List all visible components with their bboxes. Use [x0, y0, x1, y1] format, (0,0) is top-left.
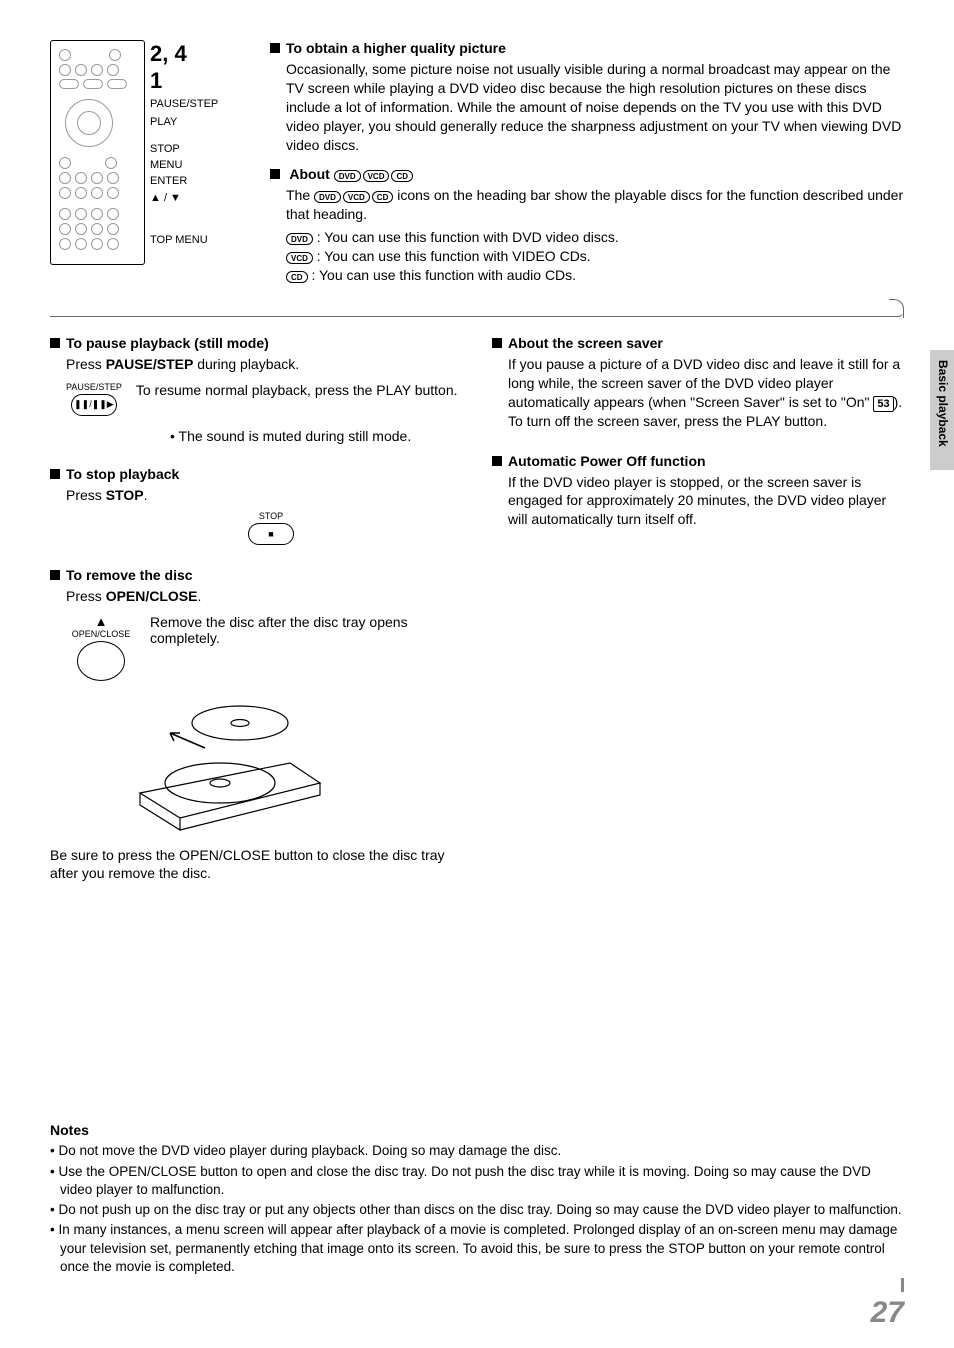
label-updown: ▲ / ▼ [150, 191, 218, 205]
dvd-line: DVD : You can use this function with DVD… [286, 228, 904, 247]
stop-btn-label: STOP [80, 511, 462, 521]
stop-block: To stop playback Press STOP. STOP ■ [50, 466, 462, 545]
remote-outline [50, 40, 145, 265]
notes-section: Notes • Do not move the DVD video player… [50, 1122, 904, 1278]
openclose-btn-circle [77, 641, 125, 681]
note-item: • Use the OPEN/CLOSE button to open and … [50, 1163, 904, 1199]
about-line1a: The [286, 187, 314, 203]
stop-instruction: Press STOP. [66, 486, 462, 505]
eject-symbol: ▲ [66, 614, 136, 629]
disc-icons-heading: DVD VCD CD [334, 170, 413, 182]
stop-btn-oval: ■ [248, 523, 294, 545]
vcd-icon: VCD [363, 170, 390, 182]
about-body: The DVD VCD CD icons on the heading bar … [286, 186, 904, 224]
remote-label-callouts: 2, 4 1 PAUSE/STEP PLAY STOP MENU ENTER ▲… [150, 40, 218, 247]
remove-btn-row: ▲ OPEN/CLOSE Remove the disc after the d… [66, 614, 462, 683]
left-column: To pause playback (still mode) Press PAU… [50, 335, 462, 905]
side-tab-label: Basic playback [936, 360, 950, 447]
label-pausestep: PAUSE/STEP [150, 97, 218, 111]
poweroff-block: Automatic Power Off function If the DVD … [492, 453, 904, 530]
pause-btn-label: PAUSE/STEP [66, 382, 122, 392]
about-prefix: About [289, 166, 333, 182]
cd-icon: CD [391, 170, 413, 182]
heading-about-discs: About DVD VCD CD [270, 166, 904, 182]
remote-diagram: 2, 4 1 PAUSE/STEP PLAY STOP MENU ENTER ▲… [50, 40, 250, 285]
remove-block: To remove the disc Press OPEN/CLOSE. ▲ O… [50, 567, 462, 884]
right-column: About the screen saver If you pause a pi… [492, 335, 904, 905]
dvd-icon: DVD [314, 191, 341, 203]
manual-page: 2, 4 1 PAUSE/STEP PLAY STOP MENU ENTER ▲… [0, 0, 954, 1348]
vcd-icon: VCD [343, 191, 370, 203]
cd-icon: CD [286, 271, 308, 283]
cd-icon: CD [372, 191, 394, 203]
top-section: 2, 4 1 PAUSE/STEP PLAY STOP MENU ENTER ▲… [50, 40, 904, 285]
two-column-body: To pause playback (still mode) Press PAU… [50, 335, 904, 905]
heading-pause: To pause playback (still mode) [50, 335, 462, 351]
pause-block: To pause playback (still mode) Press PAU… [50, 335, 462, 444]
screensaver-block: About the screen saver If you pause a pi… [492, 335, 904, 431]
poweroff-body: If the DVD video player is stopped, or t… [508, 473, 904, 530]
top-text-column: To obtain a higher quality picture Occas… [270, 40, 904, 285]
pause-bullet: • The sound is muted during still mode. [170, 428, 462, 444]
note-item: • In many instances, a menu screen will … [50, 1221, 904, 1276]
pause-instruction: Press PAUSE/STEP during playback. [66, 355, 462, 374]
heading-screensaver: About the screen saver [492, 335, 904, 351]
disc-icons-inline: DVD VCD CD [314, 191, 393, 203]
disc-tray-diagram [110, 693, 462, 836]
remove-after-text: Be sure to press the OPEN/CLOSE button t… [50, 846, 462, 884]
callout-1: 1 [150, 67, 218, 96]
label-play: PLAY [150, 115, 218, 129]
label-stop: STOP [150, 142, 218, 156]
heading-poweroff: Automatic Power Off function [492, 453, 904, 469]
section-divider [50, 305, 904, 317]
remove-instruction: Press OPEN/CLOSE. [66, 587, 462, 606]
dvd-icon: DVD [286, 233, 313, 245]
pause-btn-row: PAUSE/STEP ❚❚/❚❚▶ To resume normal playb… [66, 382, 462, 418]
label-topmenu: TOP MENU [150, 233, 218, 247]
heading-remove: To remove the disc [50, 567, 462, 583]
note-item: • Do not push up on the disc tray or put… [50, 1201, 904, 1219]
cd-line: CD : You can use this function with audi… [286, 266, 904, 285]
heading-stop: To stop playback [50, 466, 462, 482]
notes-title: Notes [50, 1122, 904, 1138]
note-item: • Do not move the DVD video player durin… [50, 1142, 904, 1160]
page-number: 27 [871, 1296, 904, 1330]
screensaver-body: If you pause a picture of a DVD video di… [508, 355, 904, 431]
vcd-line: VCD : You can use this function with VID… [286, 247, 904, 266]
stop-button-graphic: STOP ■ [80, 511, 462, 545]
page-ref-53: 53 [873, 396, 893, 412]
label-menu: MENU [150, 158, 218, 172]
pause-btn-oval: ❚❚/❚❚▶ [71, 394, 117, 416]
page-number-bar [901, 1278, 904, 1292]
remove-side-text: Remove the disc after the disc tray open… [150, 614, 462, 646]
pause-button-graphic: PAUSE/STEP ❚❚/❚❚▶ [66, 382, 122, 418]
callout-24: 2, 4 [150, 40, 218, 69]
openclose-btn-label: OPEN/CLOSE [66, 629, 136, 639]
dvd-icon: DVD [334, 170, 361, 182]
heading-quality: To obtain a higher quality picture [270, 40, 904, 56]
label-enter: ENTER [150, 174, 218, 188]
vcd-icon: VCD [286, 252, 313, 264]
body-quality: Occasionally, some picture noise not usu… [286, 60, 904, 154]
openclose-button-graphic: ▲ OPEN/CLOSE [66, 614, 136, 683]
remote-buttons-schematic [59, 49, 127, 253]
pause-resume-text: To resume normal playback, press the PLA… [136, 382, 458, 398]
